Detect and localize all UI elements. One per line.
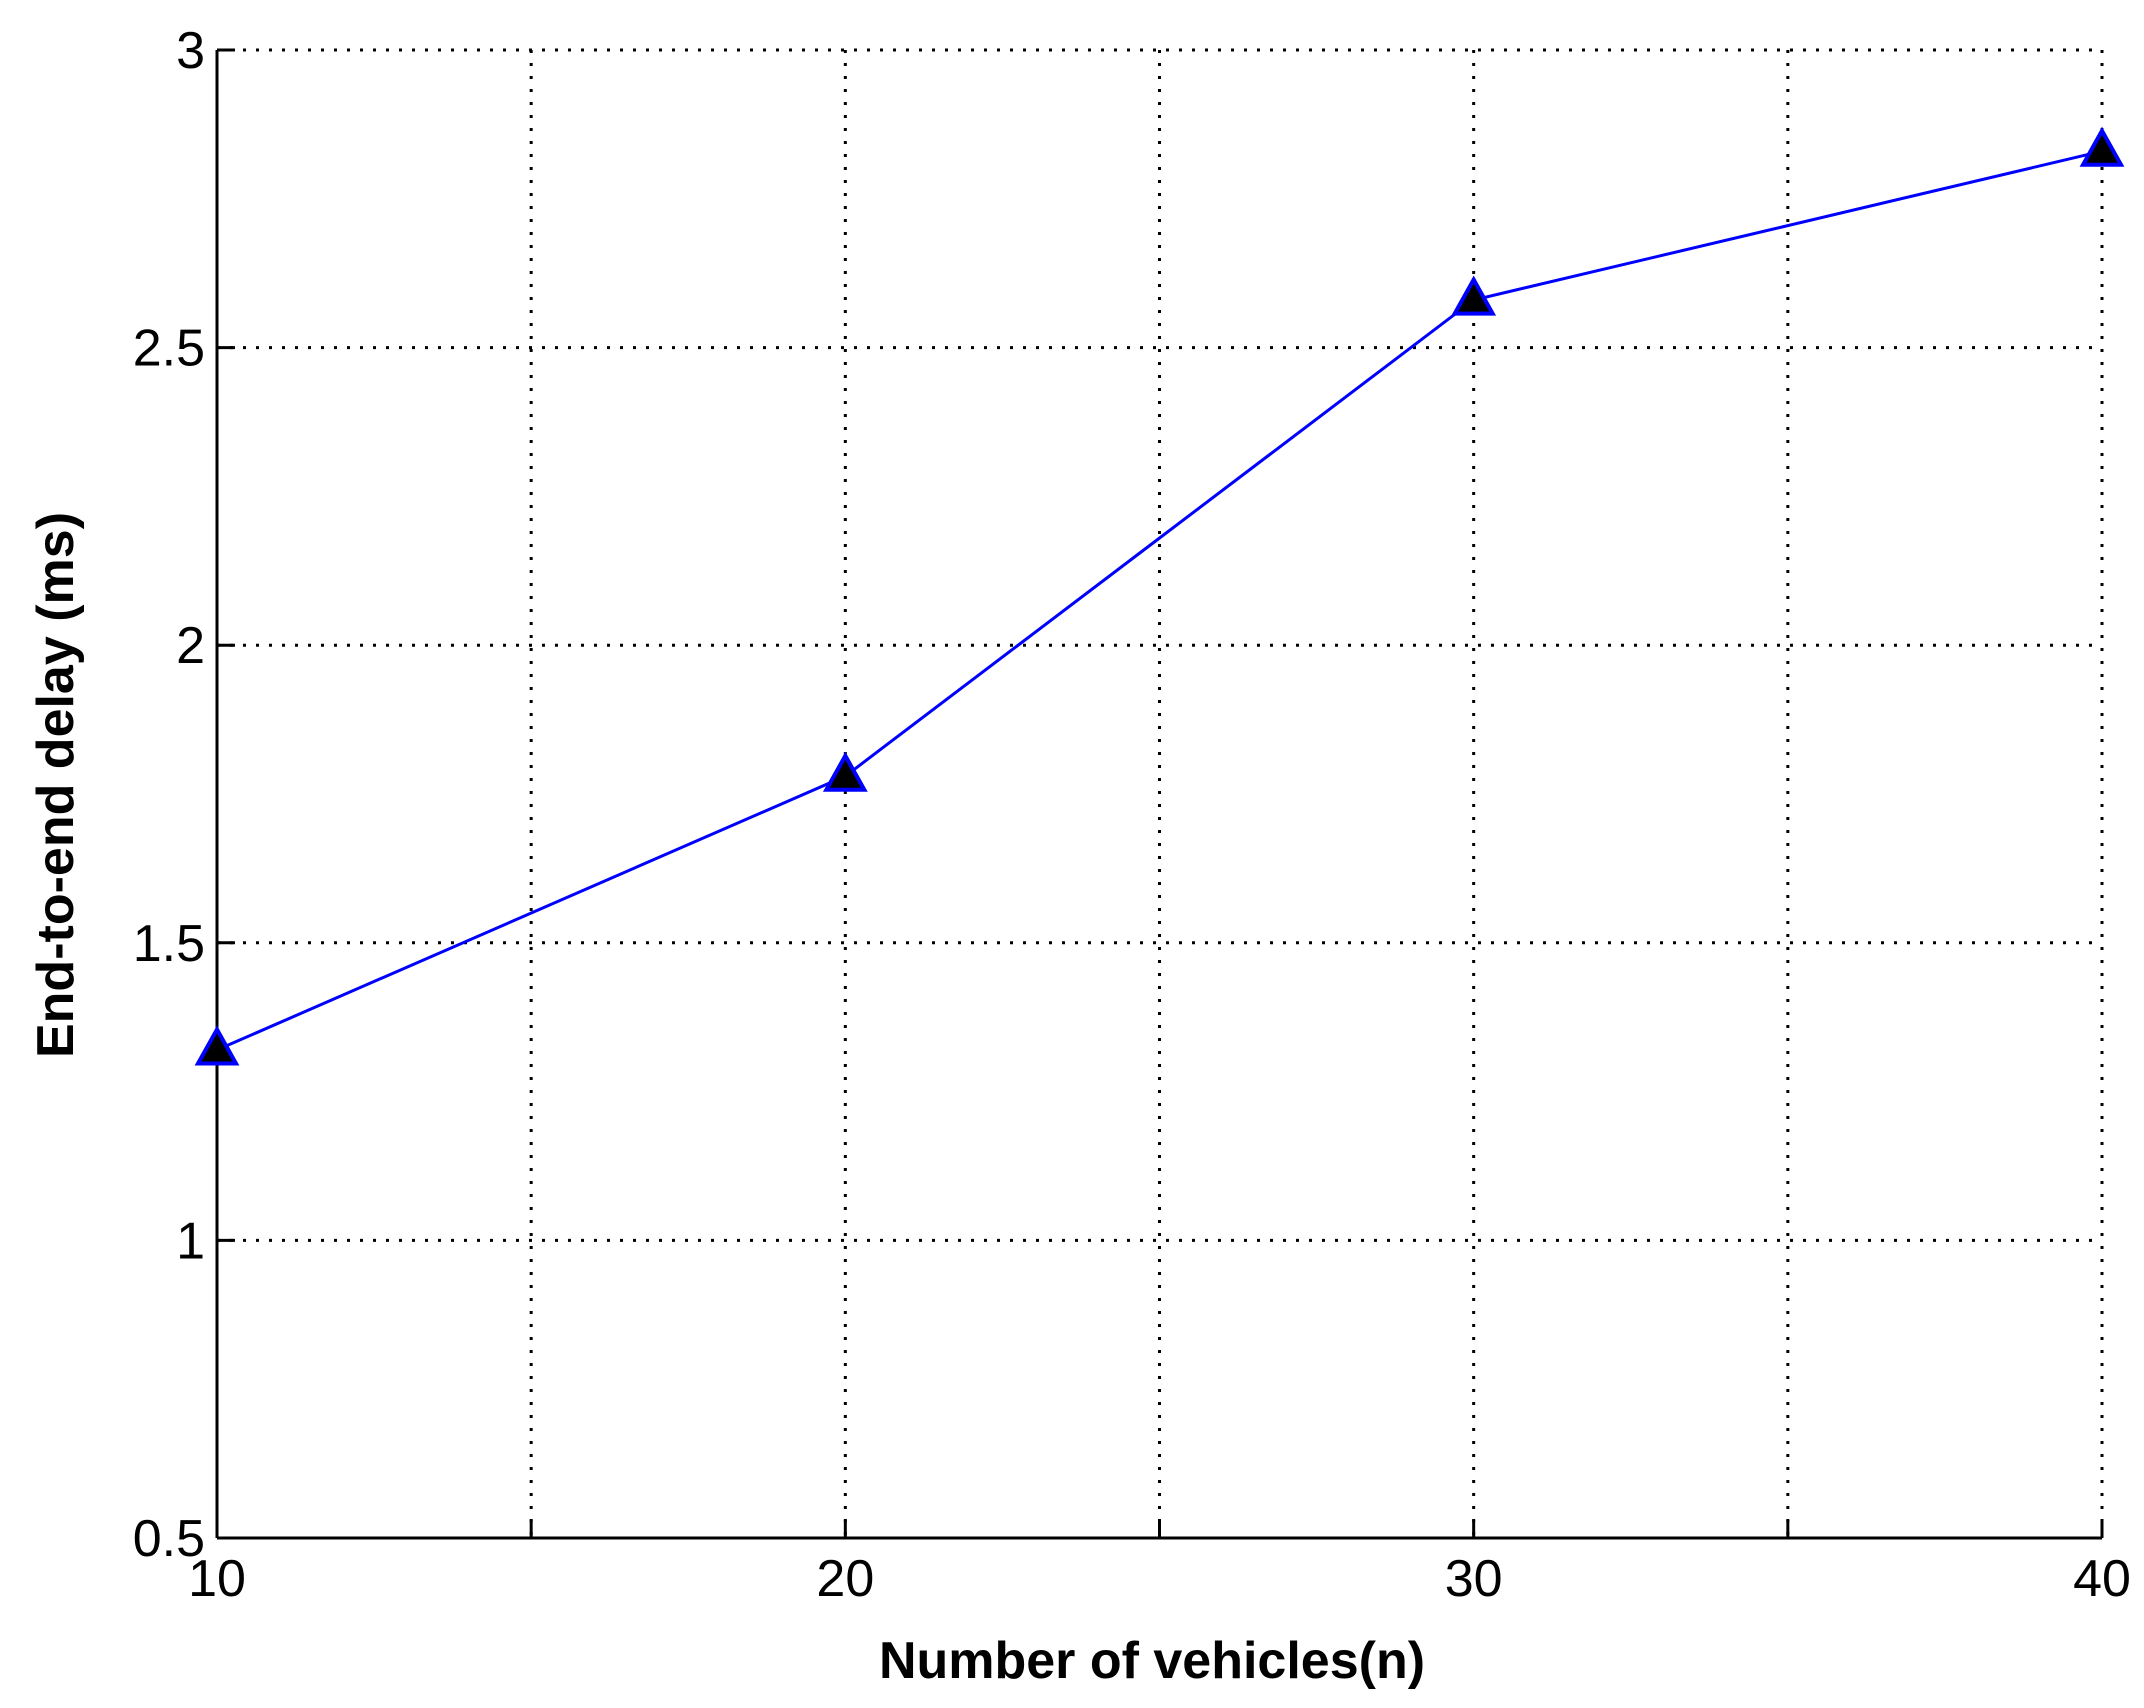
x-tick-label: 40 (2073, 1550, 2131, 1608)
data-point-marker (1451, 275, 1497, 316)
data-point-marker (2079, 126, 2125, 167)
series-line (216, 149, 2103, 1052)
y-tick-label: 2 (176, 617, 205, 675)
data-point-marker (822, 751, 868, 792)
y-tick-label: 2.5 (133, 320, 205, 378)
x-tick-label: 30 (1445, 1550, 1503, 1608)
axes (215, 48, 2104, 1540)
x-axis-title: Number of vehicles(n) (879, 1632, 1425, 1690)
data-point-marker (194, 1025, 240, 1066)
tick-labels: 10 20 30 40 0.5 1 1.5 2 2.5 3 (133, 22, 2131, 1608)
y-tick-label: 3 (176, 22, 205, 80)
data-series (194, 126, 2125, 1066)
y-tick-label: 1.5 (133, 915, 205, 973)
y-tick-label: 1 (176, 1212, 205, 1270)
x-tick-label: 10 (188, 1550, 246, 1608)
x-tick-label: 20 (816, 1550, 874, 1608)
y-tick-label: 0.5 (133, 1510, 205, 1568)
y-axis-title: End-to-end delay (ms) (27, 512, 85, 1058)
